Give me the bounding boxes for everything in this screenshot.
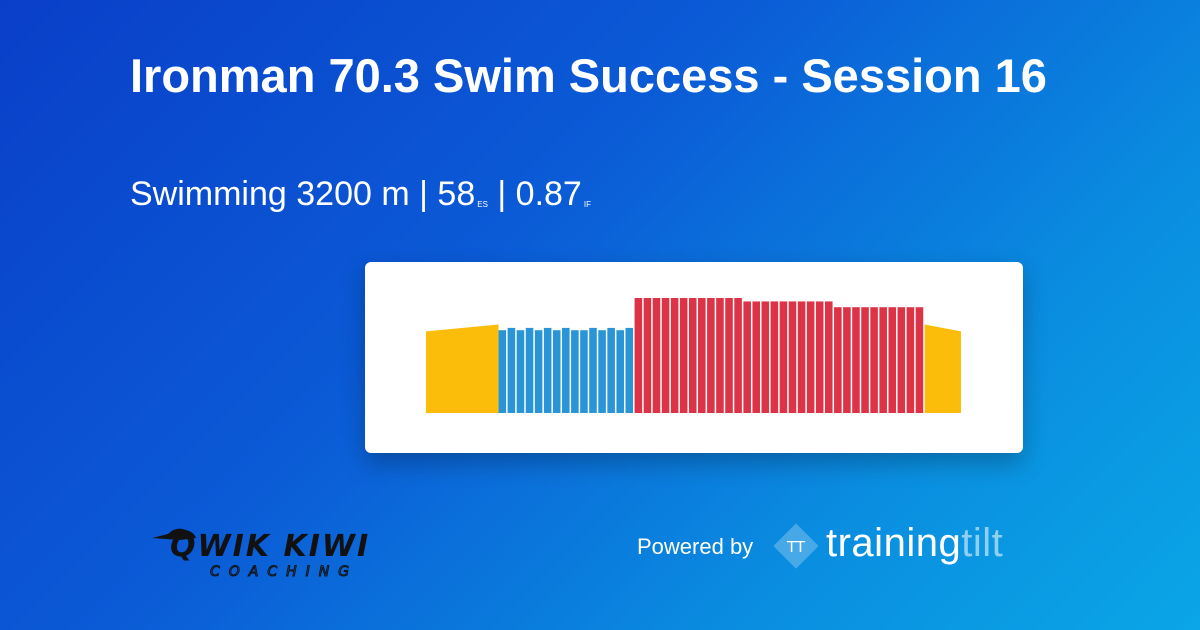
- distance-value: 3200 m: [296, 175, 410, 213]
- main-interval-bar: [725, 298, 733, 413]
- if-value: 0.87: [515, 175, 582, 213]
- main-interval-bar: [698, 298, 706, 413]
- workout-title: Ironman 70.3 Swim Success - Session 16: [130, 49, 1047, 102]
- trainingtilt-diamond-icon: TT: [773, 523, 819, 569]
- kiwi-bird-icon: [152, 528, 196, 540]
- drill-interval-bar: [571, 330, 579, 413]
- drill-interval-bar: [562, 327, 570, 413]
- drill-interval-bar: [543, 327, 552, 413]
- drill-interval-bar: [525, 327, 534, 413]
- main-interval-bar: [652, 298, 661, 413]
- separator: |: [419, 175, 428, 213]
- main-interval-bar: [770, 301, 779, 413]
- main-interval-bar: [716, 298, 724, 413]
- trainingtilt-wordmark[interactable]: trainingtilt: [826, 521, 1003, 566]
- cooldown-ramp: [924, 324, 961, 413]
- main-interval-bar: [915, 307, 924, 413]
- main-interval-bar: [688, 298, 697, 413]
- drill-interval-bar: [580, 330, 588, 413]
- main-interval-bar: [679, 298, 688, 413]
- drill-interval-bar: [625, 327, 634, 413]
- main-interval-bar: [752, 301, 761, 413]
- main-interval-bar: [634, 298, 643, 413]
- warmup-ramp: [426, 324, 499, 413]
- drill-interval-bar: [607, 327, 615, 413]
- main-interval-bar: [815, 301, 824, 413]
- separator: |: [497, 175, 507, 213]
- main-interval-bar: [843, 307, 851, 413]
- wordmark-tilt: tilt: [961, 521, 1004, 565]
- main-interval-bar: [779, 301, 788, 413]
- main-interval-bar: [670, 298, 679, 413]
- main-interval-bar: [897, 307, 906, 413]
- qwik-kiwi-coaching-logo: QWIK KIWI COACHING: [152, 528, 370, 580]
- workout-summary: Swimming 3200 m | 58 ES | 0.87 IF: [130, 172, 591, 225]
- main-interval-bar: [834, 307, 842, 413]
- drill-interval-bar: [516, 330, 525, 413]
- wordmark-training: training: [826, 521, 962, 565]
- main-interval-bar: [661, 298, 670, 413]
- main-interval-bar: [643, 298, 652, 413]
- main-interval-bar: [707, 298, 715, 413]
- tt-mark-text: TT: [786, 538, 806, 556]
- main-interval-bar: [797, 301, 806, 413]
- drill-interval-bar: [507, 327, 516, 413]
- main-interval-bar: [888, 307, 897, 413]
- main-interval-bar: [870, 307, 878, 413]
- main-interval-bar: [734, 298, 742, 413]
- drill-interval-bar: [498, 330, 507, 413]
- main-interval-bar: [879, 307, 887, 413]
- main-interval-bar: [906, 307, 915, 413]
- drill-interval-bar: [552, 330, 561, 413]
- main-interval-bar: [852, 307, 860, 413]
- main-interval-bar: [761, 301, 770, 413]
- drill-interval-bar: [589, 327, 597, 413]
- logo-text-line2: COACHING: [210, 564, 358, 580]
- main-interval-bar: [743, 301, 751, 413]
- main-interval-bar: [824, 301, 833, 413]
- workout-structure-chart: [426, 298, 961, 413]
- logo-text-line1: QWIK KIWI: [170, 529, 370, 564]
- main-interval-bar: [788, 301, 797, 413]
- powered-by-label: Powered by: [637, 534, 754, 559]
- main-interval-bar: [806, 301, 815, 413]
- drill-interval-bar: [616, 330, 624, 413]
- drill-interval-bar: [598, 330, 606, 413]
- if-unit: IF: [583, 200, 591, 209]
- drill-interval-bar: [534, 330, 543, 413]
- sport-label: Swimming: [130, 175, 287, 213]
- workout-chart-card: [365, 262, 1023, 453]
- main-interval-bar: [861, 307, 869, 413]
- es-unit: ES: [477, 200, 488, 209]
- es-value: 58: [437, 175, 476, 213]
